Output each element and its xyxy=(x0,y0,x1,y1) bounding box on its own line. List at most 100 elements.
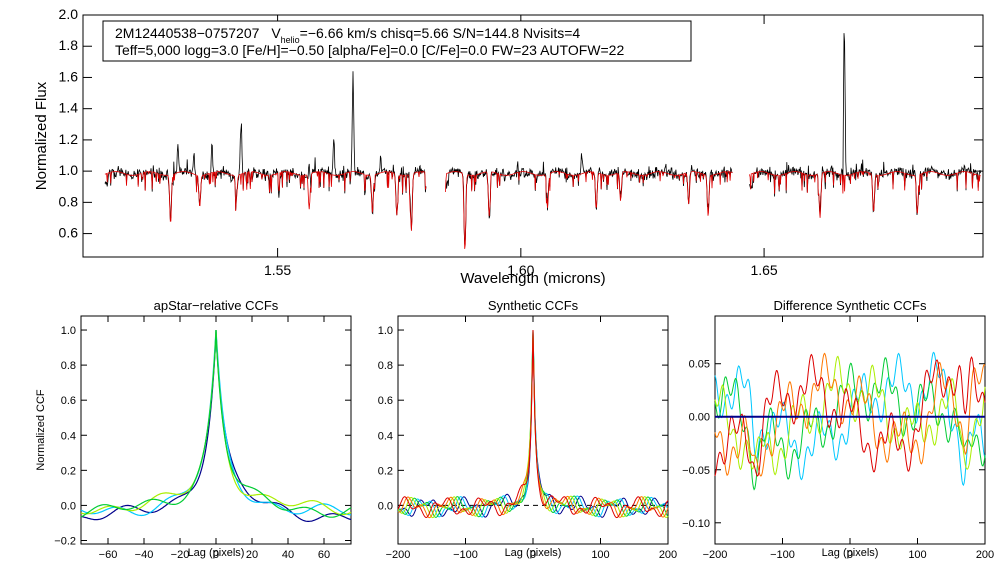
apstar-ccf-x-tick-label: 40 xyxy=(282,549,294,561)
apstar-ccf-y-tick-label: 1.0 xyxy=(61,325,76,337)
difference-ccf-panel: Difference Synthetic CCFs −0.10 −0.05 0.00… xyxy=(682,298,994,561)
apstar-ccf-line-1 xyxy=(80,329,352,522)
apstar-ccf-axes-frame xyxy=(80,315,352,545)
spectrum-x-axis-label: Wavelength (microns) xyxy=(460,270,605,287)
synthetic-ccf-x-tick-label: −100 xyxy=(453,549,478,561)
model-spectrum-segment-1 xyxy=(104,171,427,231)
synthetic-ccf-y-tick-label: 0.8 xyxy=(378,360,393,372)
synthetic-ccf-x-tick-label: 100 xyxy=(591,549,609,561)
apstar-ccf-y-tick-label: 0.4 xyxy=(61,430,76,442)
synthetic-ccf-y-tick-label: 0.4 xyxy=(378,430,393,442)
spectrum-y-tick-label: 2.0 xyxy=(59,6,79,22)
apstar-ccf-x-tick-label: 0 xyxy=(213,549,219,561)
difference-ccf-y-tick-label: −0.05 xyxy=(682,465,710,477)
difference-ccf-line-1 xyxy=(714,351,986,487)
apstar-ccf-x-tick-label: 60 xyxy=(318,549,330,561)
difference-ccf-y-tick-label: −0.10 xyxy=(682,518,710,530)
apstar-ccf-x-ticks: −60 −40 −20 0 20 40 60 xyxy=(99,316,330,561)
apstar-ccf-line-4 xyxy=(80,329,352,518)
difference-ccf-x-tick-label: 100 xyxy=(908,549,926,561)
spectrum-panel: 0.6 0.8 1.0 1.2 1.4 1.6 1.8 2.0 1.55 1.60 1.65 Wa… xyxy=(33,6,984,287)
info-line-1-rest: =−6.66 km/s chisq=5.66 S/N=144.8 Nvisits… xyxy=(300,25,581,41)
synthetic-ccf-y-tick-label: 0.2 xyxy=(378,465,393,477)
apstar-ccf-panel: apStar−relative CCFs −0.2 0.0 0.2 0.4 0.6 0.8… xyxy=(35,298,352,561)
v-helio-label: V xyxy=(271,25,281,41)
synthetic-ccf-title: Synthetic CCFs xyxy=(488,298,579,313)
synthetic-ccf-y-tick-label: 0.6 xyxy=(378,395,393,407)
difference-ccf-x-tick-label: −100 xyxy=(770,549,795,561)
apstar-ccf-y-tick-label: 0.0 xyxy=(61,500,76,512)
model-spectrum-segment-3 xyxy=(749,171,981,218)
synthetic-ccf-y-tick-label: 0.0 xyxy=(378,500,393,512)
spectrum-y-ticks: 0.6 0.8 1.0 1.2 1.4 1.6 1.8 2.0 xyxy=(59,6,983,241)
synthetic-ccf-line-6 xyxy=(397,329,669,519)
apstar-ccf-title: apStar−relative CCFs xyxy=(154,298,279,313)
v-helio-subscript: helio xyxy=(281,35,300,45)
info-box-frame xyxy=(102,20,692,62)
difference-ccf-line-3 xyxy=(714,355,986,476)
synthetic-ccf-x-tick-label: 0 xyxy=(530,549,536,561)
apstar-ccf-y-ticks: −0.2 0.0 0.2 0.4 0.6 0.8 1.0 xyxy=(54,325,351,547)
difference-ccf-x-ticks: −200 −100 0 100 200 xyxy=(703,316,994,561)
difference-ccf-x-tick-label: 200 xyxy=(976,549,994,561)
synthetic-ccf-series xyxy=(397,329,669,519)
info-line-2: Teff=5,000 logg=3.0 [Fe/H]=−0.50 [alpha/… xyxy=(115,42,624,58)
synthetic-ccf-line-2 xyxy=(397,329,669,518)
synthetic-ccf-line-4 xyxy=(397,329,669,519)
synthetic-ccf-x-axis-label: Lag (pixels) xyxy=(505,547,562,559)
apstar-ccf-y-tick-label: 0.6 xyxy=(61,395,76,407)
difference-ccf-y-ticks: −0.10 −0.05 0.00 0.05 xyxy=(682,359,985,530)
apstar-ccf-line-3 xyxy=(80,329,352,516)
spectrum-y-tick-label: 1.4 xyxy=(59,100,79,116)
synthetic-ccf-y-tick-label: 1.0 xyxy=(378,325,393,337)
difference-ccf-x-axis-label: Lag (pixels) xyxy=(822,547,879,559)
synthetic-ccf-panel: Synthetic CCFs 0.0 0.2 0.4 0.6 0.8 1.0 −200 −1… xyxy=(378,298,677,561)
difference-ccf-title: Difference Synthetic CCFs xyxy=(774,298,927,313)
info-box: 2M12440538−0757207 Vhelio=−6.66 km/s chi… xyxy=(102,20,692,62)
difference-ccf-series xyxy=(714,351,986,491)
synthetic-ccf-x-tick-label: −200 xyxy=(386,549,411,561)
spectrum-y-tick-label: 1.2 xyxy=(59,131,79,147)
spectrum-axes-frame xyxy=(82,14,984,258)
apstar-ccf-y-tick-label: 0.8 xyxy=(61,360,76,372)
spectrum-y-tick-label: 0.8 xyxy=(59,193,79,209)
info-line-1: 2M12440538−0757207 Vhelio=−6.66 km/s chi… xyxy=(115,25,580,45)
spectrum-y-tick-label: 1.0 xyxy=(59,162,79,178)
observed-spectrum-segment-3 xyxy=(749,33,981,216)
difference-ccf-x-tick-label: 0 xyxy=(847,549,853,561)
star-id: 2M12440538−0757207 xyxy=(115,25,260,41)
difference-ccf-y-tick-label: 0.00 xyxy=(689,412,710,424)
spectrum-x-tick-label: 1.65 xyxy=(750,262,777,278)
observed-spectrum-segment-1 xyxy=(104,71,427,230)
apstar-ccf-series xyxy=(80,329,352,522)
spectrum-x-ticks: 1.55 1.60 1.65 xyxy=(264,15,778,278)
spectrum-y-tick-label: 1.8 xyxy=(59,37,79,53)
difference-ccf-axes-frame xyxy=(714,315,986,545)
apstar-ccf-x-tick-label: −60 xyxy=(99,549,118,561)
difference-ccf-y-tick-label: 0.05 xyxy=(689,359,710,371)
synthetic-ccf-x-ticks: −200 −100 0 100 200 xyxy=(386,316,677,561)
difference-ccf-line-2 xyxy=(714,357,986,491)
apstar-ccf-y-axis-label: Normalized CCF xyxy=(35,389,47,471)
synthetic-ccf-line-3 xyxy=(397,329,669,518)
difference-ccf-x-tick-label: −200 xyxy=(703,549,728,561)
model-spectrum-segment-2 xyxy=(445,171,733,249)
synthetic-ccf-line-1 xyxy=(397,329,669,518)
synthetic-ccf-y-ticks: 0.0 0.2 0.4 0.6 0.8 1.0 xyxy=(378,325,668,512)
apstar-ccf-x-tick-label: −20 xyxy=(171,549,190,561)
spectrum-series xyxy=(104,33,981,249)
apstar-ccf-y-tick-label: 0.2 xyxy=(61,465,76,477)
synthetic-ccf-line-5 xyxy=(397,329,669,519)
apstar-ccf-y-tick-label: −0.2 xyxy=(54,535,76,547)
spectrum-y-axis-label: Normalized Flux xyxy=(33,81,50,190)
apstar-ccf-x-tick-label: 20 xyxy=(246,549,258,561)
spectrum-x-tick-label: 1.55 xyxy=(264,262,291,278)
spectrum-y-tick-label: 0.6 xyxy=(59,225,79,241)
apstar-ccf-x-tick-label: −40 xyxy=(135,549,154,561)
apstar-ccf-line-2 xyxy=(80,329,352,517)
difference-ccf-line-5 xyxy=(714,353,986,477)
spectrum-y-tick-label: 1.6 xyxy=(59,68,79,84)
observed-spectrum-segment-2 xyxy=(445,153,733,245)
spectrum-x-tick-label: 1.60 xyxy=(507,262,534,278)
